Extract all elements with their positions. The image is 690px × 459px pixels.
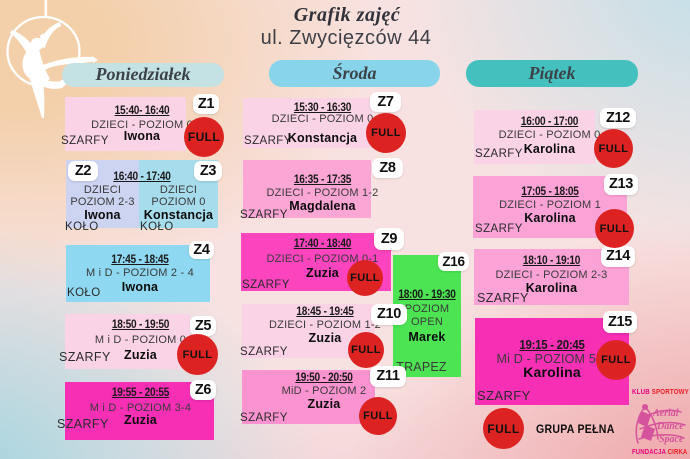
svg-text:Dance: Dance: [656, 421, 684, 432]
svg-text:Space: Space: [659, 434, 684, 445]
svg-text:Aerial: Aerial: [652, 408, 679, 419]
